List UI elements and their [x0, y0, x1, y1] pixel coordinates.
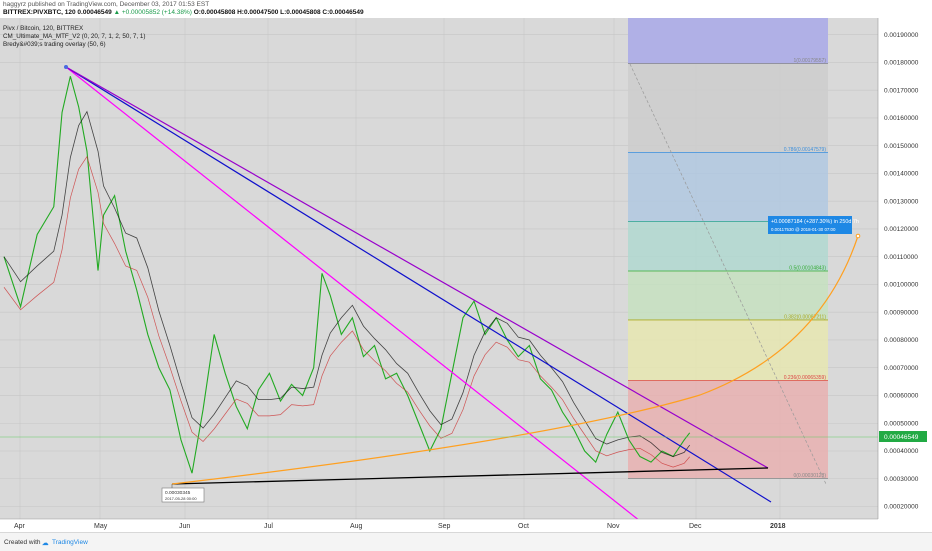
fib-zone-extension [628, 18, 828, 64]
y-tick-label: 0.00100000 [884, 282, 919, 289]
y-tick-label: 0.00130000 [884, 198, 919, 205]
blue-trendline[interactable] [65, 66, 772, 503]
y-tick-label: 0.00090000 [884, 309, 919, 316]
price-line [3, 76, 691, 474]
low-marker-box [161, 487, 205, 503]
y-tick-label: 0.00150000 [884, 143, 919, 150]
current-price-tag: 0.00046549 [879, 431, 927, 442]
current-price-tag-box [879, 431, 927, 442]
support-trendline[interactable] [171, 467, 769, 485]
fibonacci-retracement[interactable]: 1(0.00179557) 0.786(0.00147579) 0.5(0.0010… [628, 18, 828, 479]
y-tick-label: 0.00040000 [884, 448, 919, 455]
time-axis-labels: Apr May Jun Jul Aug Sep Oct Nov Dec 2018 [14, 523, 786, 530]
price-axis-labels: 0.00190000 0.00180000 0.00170000 0.00160000… [884, 32, 919, 511]
y-tick-label: 0.00080000 [884, 337, 919, 344]
fib-zone [628, 380, 828, 479]
y-tick-label: 0.00190000 [884, 32, 919, 39]
legend-indicator-2[interactable]: Bredy&#039;s trading overlay (50, 6) [3, 41, 106, 49]
fib-level-label: 0.5(0.00104843) [789, 266, 826, 272]
projection-label-box [768, 216, 852, 234]
last-price: 0.00046549 [77, 9, 112, 16]
low-marker-value: 0.00030345 [165, 490, 191, 496]
projection-label-line1: +0.00087184 (+287.30%) in 250d 7h [771, 219, 859, 225]
y-tick-label: 0.00160000 [884, 115, 919, 122]
x-tick-dec: Dec [689, 523, 702, 530]
fib-zone [628, 63, 828, 153]
indicator-legend: Pivx / Bitcoin, 120, BITTREX CM_Ultimate… [3, 25, 145, 50]
y-tick-label: 0.00070000 [884, 365, 919, 372]
legend-title: Pivx / Bitcoin, 120, BITTREX [3, 25, 84, 32]
x-tick-jun: Jun [179, 523, 190, 530]
y-tick-label: 0.00120000 [884, 226, 919, 233]
x-tick-sep: Sep [438, 523, 451, 530]
footer-created-with: Created with [4, 539, 41, 546]
lower-band-line [3, 155, 690, 468]
projection-label-line2: 0.00117530 @ 2018-01-30 07:00 [771, 227, 836, 232]
fib-level-label: 0.786(0.00147579) [784, 147, 827, 153]
symbol-ohlc-line: BITTREX:PIVXBTC, 120 0.00046549 ▲ +0.000… [3, 9, 364, 16]
x-tick-oct: Oct [518, 523, 529, 530]
projection-label: +0.00087184 (+287.30%) in 250d 7h 0.0011… [768, 216, 859, 234]
footer-brand[interactable]: TradingView [52, 539, 88, 546]
magenta-trendline[interactable] [65, 66, 641, 522]
fib-level-label: 0(0.00030128) [793, 473, 826, 479]
fib-zone [628, 271, 828, 320]
purple-trendline[interactable] [65, 66, 769, 469]
orange-projection-curve[interactable] [171, 235, 859, 485]
symbol-label: BITTREX:PIVXBTC, 120 [3, 9, 76, 16]
y-tick-label: 0.00170000 [884, 87, 919, 94]
published-line: haggyrz published on TradingView.com, De… [3, 1, 210, 8]
x-tick-2018: 2018 [770, 523, 786, 530]
fib-zone [628, 319, 828, 381]
y-tick-label: 0.00110000 [884, 254, 918, 261]
fib-level-label: 0.382(0.00087211) [784, 314, 826, 320]
y-tick-label: 0.00140000 [884, 171, 919, 178]
fib-zone [628, 152, 828, 222]
tradingview-logo-icon[interactable]: ☁ [42, 540, 49, 547]
y-tick-label: 0.00050000 [884, 420, 919, 427]
fib-diagonal-dashed [629, 63, 827, 485]
x-tick-nov: Nov [607, 523, 620, 530]
ohlc-values: O:0.00045808 H:0.00047500 L:0.00045808 C… [193, 9, 364, 16]
fib-level-label: 0.236(0.00065359) [784, 375, 827, 381]
x-tick-aug: Aug [350, 523, 363, 530]
fib-level-label: 1(0.00179557) [793, 58, 826, 64]
low-marker: 0.00030345 2017-05-28 00:00 [161, 484, 205, 503]
legend-indicator-1[interactable]: CM_Ultimate_MA_MTF_V2 (0, 20, 7, 1, 2, 5… [3, 33, 146, 41]
trendline-anchor[interactable] [64, 65, 68, 69]
x-tick-may: May [94, 523, 108, 530]
time-axis[interactable] [0, 519, 932, 532]
y-tick-label: 0.00060000 [884, 393, 919, 400]
y-tick-label: 0.00030000 [884, 476, 919, 483]
y-tick-label: 0.00180000 [884, 60, 919, 67]
current-price-tag-text: 0.00046549 [884, 434, 919, 441]
footer-bar: Created with ☁ TradingView [0, 532, 932, 551]
projection-endpoint[interactable] [855, 233, 861, 239]
x-tick-apr: Apr [14, 523, 26, 530]
x-tick-jul: Jul [264, 523, 273, 530]
moving-average-line [3, 110, 691, 457]
low-marker-date: 2017-05-28 00:00 [165, 496, 197, 501]
y-tick-label: 0.00020000 [884, 504, 919, 511]
price-change: ▲ +0.00005852 (+14.38%) [113, 9, 192, 16]
